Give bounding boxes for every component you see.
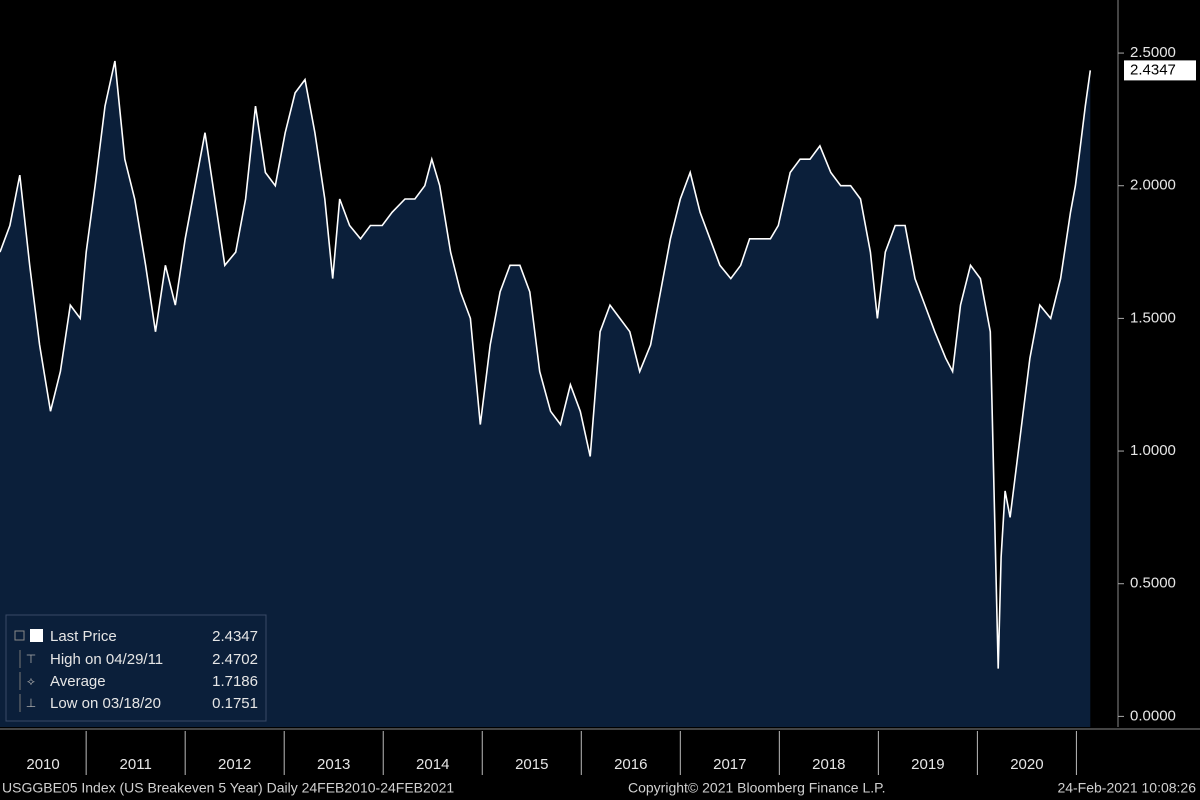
y-tick-label: 0.5000 — [1130, 575, 1176, 592]
plot-area — [0, 60, 1092, 727]
legend-value: 2.4347 — [212, 628, 258, 645]
footer-middle: Copyright© 2021 Bloomberg Finance L.P. — [628, 780, 886, 796]
y-tick-label: 1.0000 — [1130, 442, 1176, 459]
legend-value: 2.4702 — [212, 651, 258, 668]
legend-swatch — [30, 629, 43, 642]
x-tick-label: 2010 — [26, 756, 59, 773]
x-tick-label: 2013 — [317, 756, 350, 773]
x-tick-label: 2012 — [218, 756, 251, 773]
legend-label: High on 04/29/11 — [50, 651, 163, 668]
x-tick-label: 2019 — [911, 756, 944, 773]
x-tick-label: 2011 — [120, 756, 152, 773]
legend-label: Last Price — [50, 628, 117, 645]
legend-icon: ⊥ — [26, 696, 36, 710]
footer-right: 24-Feb-2021 10:08:26 — [1057, 780, 1196, 796]
legend-value: 0.1751 — [212, 695, 258, 712]
y-tick-label: 2.5000 — [1130, 44, 1176, 61]
x-tick-label: 2014 — [416, 756, 449, 773]
last-price-tag — [1124, 60, 1196, 81]
x-tick-label: 2020 — [1010, 756, 1043, 773]
footer-left: USGGBE05 Index (US Breakeven 5 Year) Dai… — [2, 780, 454, 796]
legend-icon: ⊤ — [26, 652, 36, 666]
x-tick-label: 2017 — [713, 756, 746, 773]
legend-icon: ⟡ — [27, 674, 35, 688]
legend-label: Average — [50, 673, 106, 690]
y-tick-label: 1.5000 — [1130, 309, 1176, 326]
x-tick-label: 2015 — [515, 756, 548, 773]
y-tick-label: 0.0000 — [1130, 707, 1176, 724]
legend-collapse — [14, 630, 25, 641]
x-tick-label: 2018 — [812, 756, 845, 773]
y-tick-label: 2.0000 — [1130, 177, 1176, 194]
legend-label: Low on 03/18/20 — [50, 695, 161, 712]
line — [0, 60, 1092, 669]
legend-box — [5, 614, 267, 722]
x-tick-label: 2016 — [614, 756, 647, 773]
last-price-label: 2.4347 — [1130, 61, 1176, 78]
legend: Last Price 2.4347 ⊤ High on 04/29/11 2.470… — [5, 614, 267, 722]
legend-value: 1.7186 — [212, 673, 258, 690]
